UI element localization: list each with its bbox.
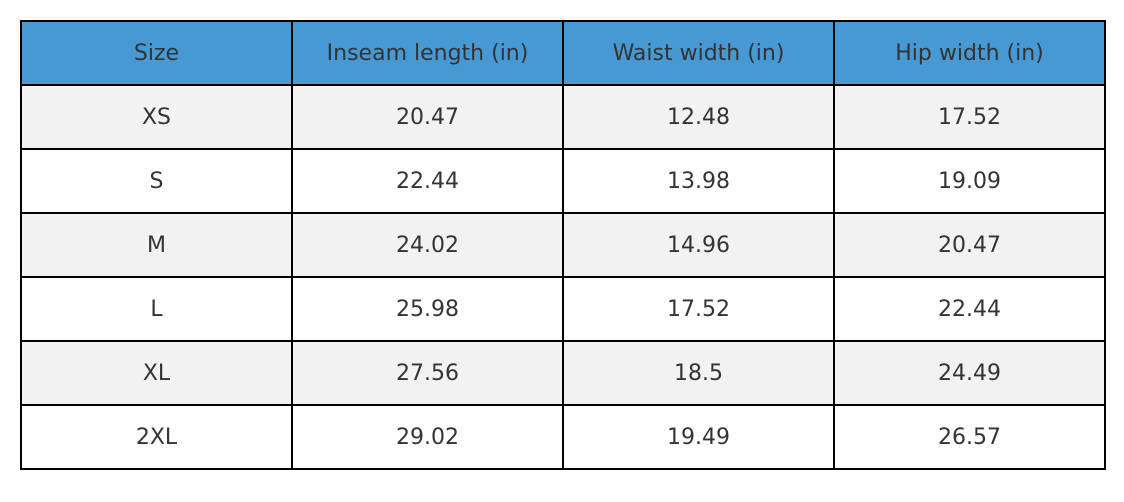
table-row: XS 20.47 12.48 17.52 <box>20 84 1106 150</box>
table-cell: XL <box>20 340 293 406</box>
size-table: Size Inseam length (in) Waist width (in) Hi… <box>20 20 1106 470</box>
header-cell: Hip width (in) <box>833 20 1106 86</box>
table-row: L 25.98 17.52 22.44 <box>20 276 1106 342</box>
table-row: XL 27.56 18.5 24.49 <box>20 340 1106 406</box>
table-cell: 27.56 <box>291 340 564 406</box>
header-cell: Size <box>20 20 293 86</box>
table-cell: 29.02 <box>291 404 564 470</box>
header-cell: Inseam length (in) <box>291 20 564 86</box>
table-row: S 22.44 13.98 19.09 <box>20 148 1106 214</box>
table-cell: 25.98 <box>291 276 564 342</box>
table-cell: 13.98 <box>562 148 835 214</box>
table-cell: 17.52 <box>562 276 835 342</box>
table-cell: 17.52 <box>833 84 1106 150</box>
table-header: Size Inseam length (in) Waist width (in) Hi… <box>20 20 1106 86</box>
table-row: 2XL 29.02 19.49 26.57 <box>20 404 1106 470</box>
table-cell: 22.44 <box>291 148 564 214</box>
table-row: M 24.02 14.96 20.47 <box>20 212 1106 278</box>
header-cell: Waist width (in) <box>562 20 835 86</box>
table-cell: 24.02 <box>291 212 564 278</box>
table-cell: M <box>20 212 293 278</box>
table-cell: 20.47 <box>833 212 1106 278</box>
table-cell: 19.49 <box>562 404 835 470</box>
table-cell: S <box>20 148 293 214</box>
table-cell: 18.5 <box>562 340 835 406</box>
table-cell: 24.49 <box>833 340 1106 406</box>
table-cell: 19.09 <box>833 148 1106 214</box>
table-cell: XS <box>20 84 293 150</box>
table-cell: 2XL <box>20 404 293 470</box>
table-cell: 20.47 <box>291 84 564 150</box>
table-cell: 22.44 <box>833 276 1106 342</box>
table-cell: 26.57 <box>833 404 1106 470</box>
header-row: Size Inseam length (in) Waist width (in) Hi… <box>20 20 1106 86</box>
table-cell: L <box>20 276 293 342</box>
table-cell: 14.96 <box>562 212 835 278</box>
table-cell: 12.48 <box>562 84 835 150</box>
table-body: XS 20.47 12.48 17.52 S 22.44 13.98 19.09 M 24.02 1… <box>20 84 1106 470</box>
